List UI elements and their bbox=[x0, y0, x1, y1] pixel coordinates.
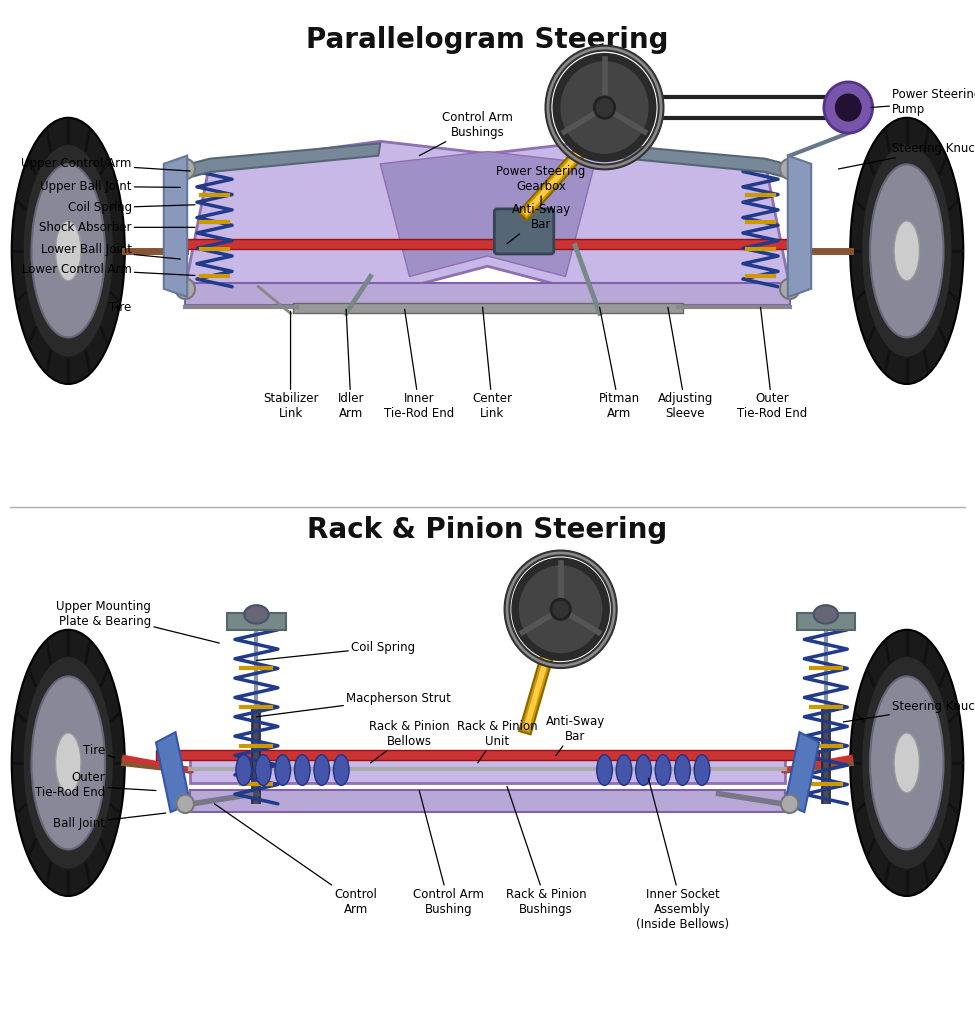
Ellipse shape bbox=[870, 164, 944, 338]
Ellipse shape bbox=[12, 118, 125, 384]
FancyBboxPatch shape bbox=[797, 613, 855, 630]
Circle shape bbox=[176, 159, 195, 179]
Text: Anti-Sway
Bar: Anti-Sway Bar bbox=[546, 715, 604, 756]
Polygon shape bbox=[785, 732, 819, 812]
Ellipse shape bbox=[655, 755, 671, 785]
Text: Rack & Pinion Steering: Rack & Pinion Steering bbox=[307, 516, 668, 544]
Circle shape bbox=[553, 53, 656, 162]
Polygon shape bbox=[164, 156, 187, 297]
Circle shape bbox=[595, 97, 614, 118]
Polygon shape bbox=[788, 156, 811, 297]
Circle shape bbox=[781, 795, 799, 813]
Text: Adjusting
Sleeve: Adjusting Sleeve bbox=[658, 307, 713, 420]
Polygon shape bbox=[380, 152, 595, 276]
FancyBboxPatch shape bbox=[190, 790, 785, 812]
Ellipse shape bbox=[813, 605, 838, 624]
Ellipse shape bbox=[56, 221, 81, 281]
Text: Steering Knuckle: Steering Knuckle bbox=[838, 142, 975, 169]
Ellipse shape bbox=[23, 144, 113, 357]
Ellipse shape bbox=[294, 755, 310, 785]
Text: Steering Knuckle: Steering Knuckle bbox=[843, 700, 975, 722]
Text: Rack & Pinion
Bellows: Rack & Pinion Bellows bbox=[370, 720, 449, 763]
FancyBboxPatch shape bbox=[190, 755, 785, 783]
Circle shape bbox=[780, 159, 799, 179]
FancyBboxPatch shape bbox=[185, 283, 790, 305]
Text: Outer
Tie-Rod End: Outer Tie-Rod End bbox=[35, 771, 156, 800]
FancyBboxPatch shape bbox=[227, 613, 286, 630]
FancyBboxPatch shape bbox=[292, 303, 682, 313]
Ellipse shape bbox=[31, 676, 105, 850]
Ellipse shape bbox=[894, 733, 919, 793]
Ellipse shape bbox=[275, 755, 291, 785]
Polygon shape bbox=[171, 143, 380, 182]
FancyBboxPatch shape bbox=[494, 209, 554, 254]
Circle shape bbox=[511, 557, 610, 662]
Polygon shape bbox=[185, 141, 790, 287]
Text: Pitman
Arm: Pitman Arm bbox=[599, 307, 640, 420]
Text: Coil Spring: Coil Spring bbox=[256, 641, 415, 660]
Text: Rack & Pinion
Unit: Rack & Pinion Unit bbox=[457, 720, 537, 763]
Ellipse shape bbox=[894, 221, 919, 281]
Ellipse shape bbox=[236, 755, 252, 785]
Text: Shock Absorber: Shock Absorber bbox=[39, 221, 195, 233]
Circle shape bbox=[519, 565, 603, 653]
Text: Control
Arm: Control Arm bbox=[214, 804, 377, 915]
Polygon shape bbox=[156, 732, 190, 812]
Ellipse shape bbox=[31, 164, 105, 338]
Circle shape bbox=[561, 61, 648, 154]
Text: Outer
Tie-Rod End: Outer Tie-Rod End bbox=[737, 307, 807, 420]
FancyBboxPatch shape bbox=[156, 750, 819, 760]
Ellipse shape bbox=[597, 755, 612, 785]
Text: Idler
Arm: Idler Arm bbox=[337, 309, 365, 420]
Circle shape bbox=[835, 93, 862, 122]
Circle shape bbox=[551, 599, 570, 620]
Text: Tire: Tire bbox=[109, 301, 132, 313]
Text: Inner
Tie-Rod End: Inner Tie-Rod End bbox=[384, 309, 454, 420]
Text: Power Steering
Gearbox: Power Steering Gearbox bbox=[496, 165, 586, 205]
Text: Upper Control Arm: Upper Control Arm bbox=[21, 158, 190, 171]
Ellipse shape bbox=[314, 755, 330, 785]
Ellipse shape bbox=[12, 630, 125, 896]
Ellipse shape bbox=[694, 755, 710, 785]
Ellipse shape bbox=[333, 755, 349, 785]
Ellipse shape bbox=[616, 755, 632, 785]
Text: Rack & Pinion
Bushings: Rack & Pinion Bushings bbox=[506, 786, 586, 915]
Text: Tire: Tire bbox=[83, 744, 115, 758]
Ellipse shape bbox=[862, 656, 952, 869]
Text: Control Arm
Bushings: Control Arm Bushings bbox=[419, 111, 513, 156]
Text: Upper Ball Joint: Upper Ball Joint bbox=[40, 180, 180, 193]
Circle shape bbox=[176, 795, 194, 813]
FancyBboxPatch shape bbox=[185, 239, 790, 249]
Text: Ball Joint: Ball Joint bbox=[54, 813, 166, 829]
Polygon shape bbox=[597, 143, 804, 182]
Text: Inner Socket
Assembly
(Inside Bellows): Inner Socket Assembly (Inside Bellows) bbox=[636, 778, 729, 931]
Text: Lower Ball Joint: Lower Ball Joint bbox=[41, 244, 180, 259]
Circle shape bbox=[780, 279, 799, 299]
Ellipse shape bbox=[636, 755, 651, 785]
Ellipse shape bbox=[255, 755, 271, 785]
Ellipse shape bbox=[850, 630, 963, 896]
Ellipse shape bbox=[56, 733, 81, 793]
Ellipse shape bbox=[244, 605, 269, 624]
Ellipse shape bbox=[23, 656, 113, 869]
Circle shape bbox=[824, 82, 873, 133]
Text: Power Steering
Pump: Power Steering Pump bbox=[871, 88, 975, 117]
Text: Parallelogram Steering: Parallelogram Steering bbox=[306, 26, 669, 53]
Text: Upper Mounting
Plate & Bearing: Upper Mounting Plate & Bearing bbox=[57, 600, 219, 643]
Text: Center
Link: Center Link bbox=[472, 307, 513, 420]
Ellipse shape bbox=[675, 755, 690, 785]
Ellipse shape bbox=[870, 676, 944, 850]
Text: Control Arm
Bushing: Control Arm Bushing bbox=[413, 791, 484, 915]
Circle shape bbox=[176, 279, 195, 299]
Text: Stabilizer
Link: Stabilizer Link bbox=[263, 311, 318, 420]
Ellipse shape bbox=[850, 118, 963, 384]
Text: Anti-Sway
Bar: Anti-Sway Bar bbox=[507, 203, 570, 244]
Ellipse shape bbox=[862, 144, 952, 357]
Text: Lower Control Arm: Lower Control Arm bbox=[21, 263, 195, 275]
Text: Macpherson Strut: Macpherson Strut bbox=[256, 692, 451, 717]
Text: Coil Spring: Coil Spring bbox=[67, 202, 195, 214]
